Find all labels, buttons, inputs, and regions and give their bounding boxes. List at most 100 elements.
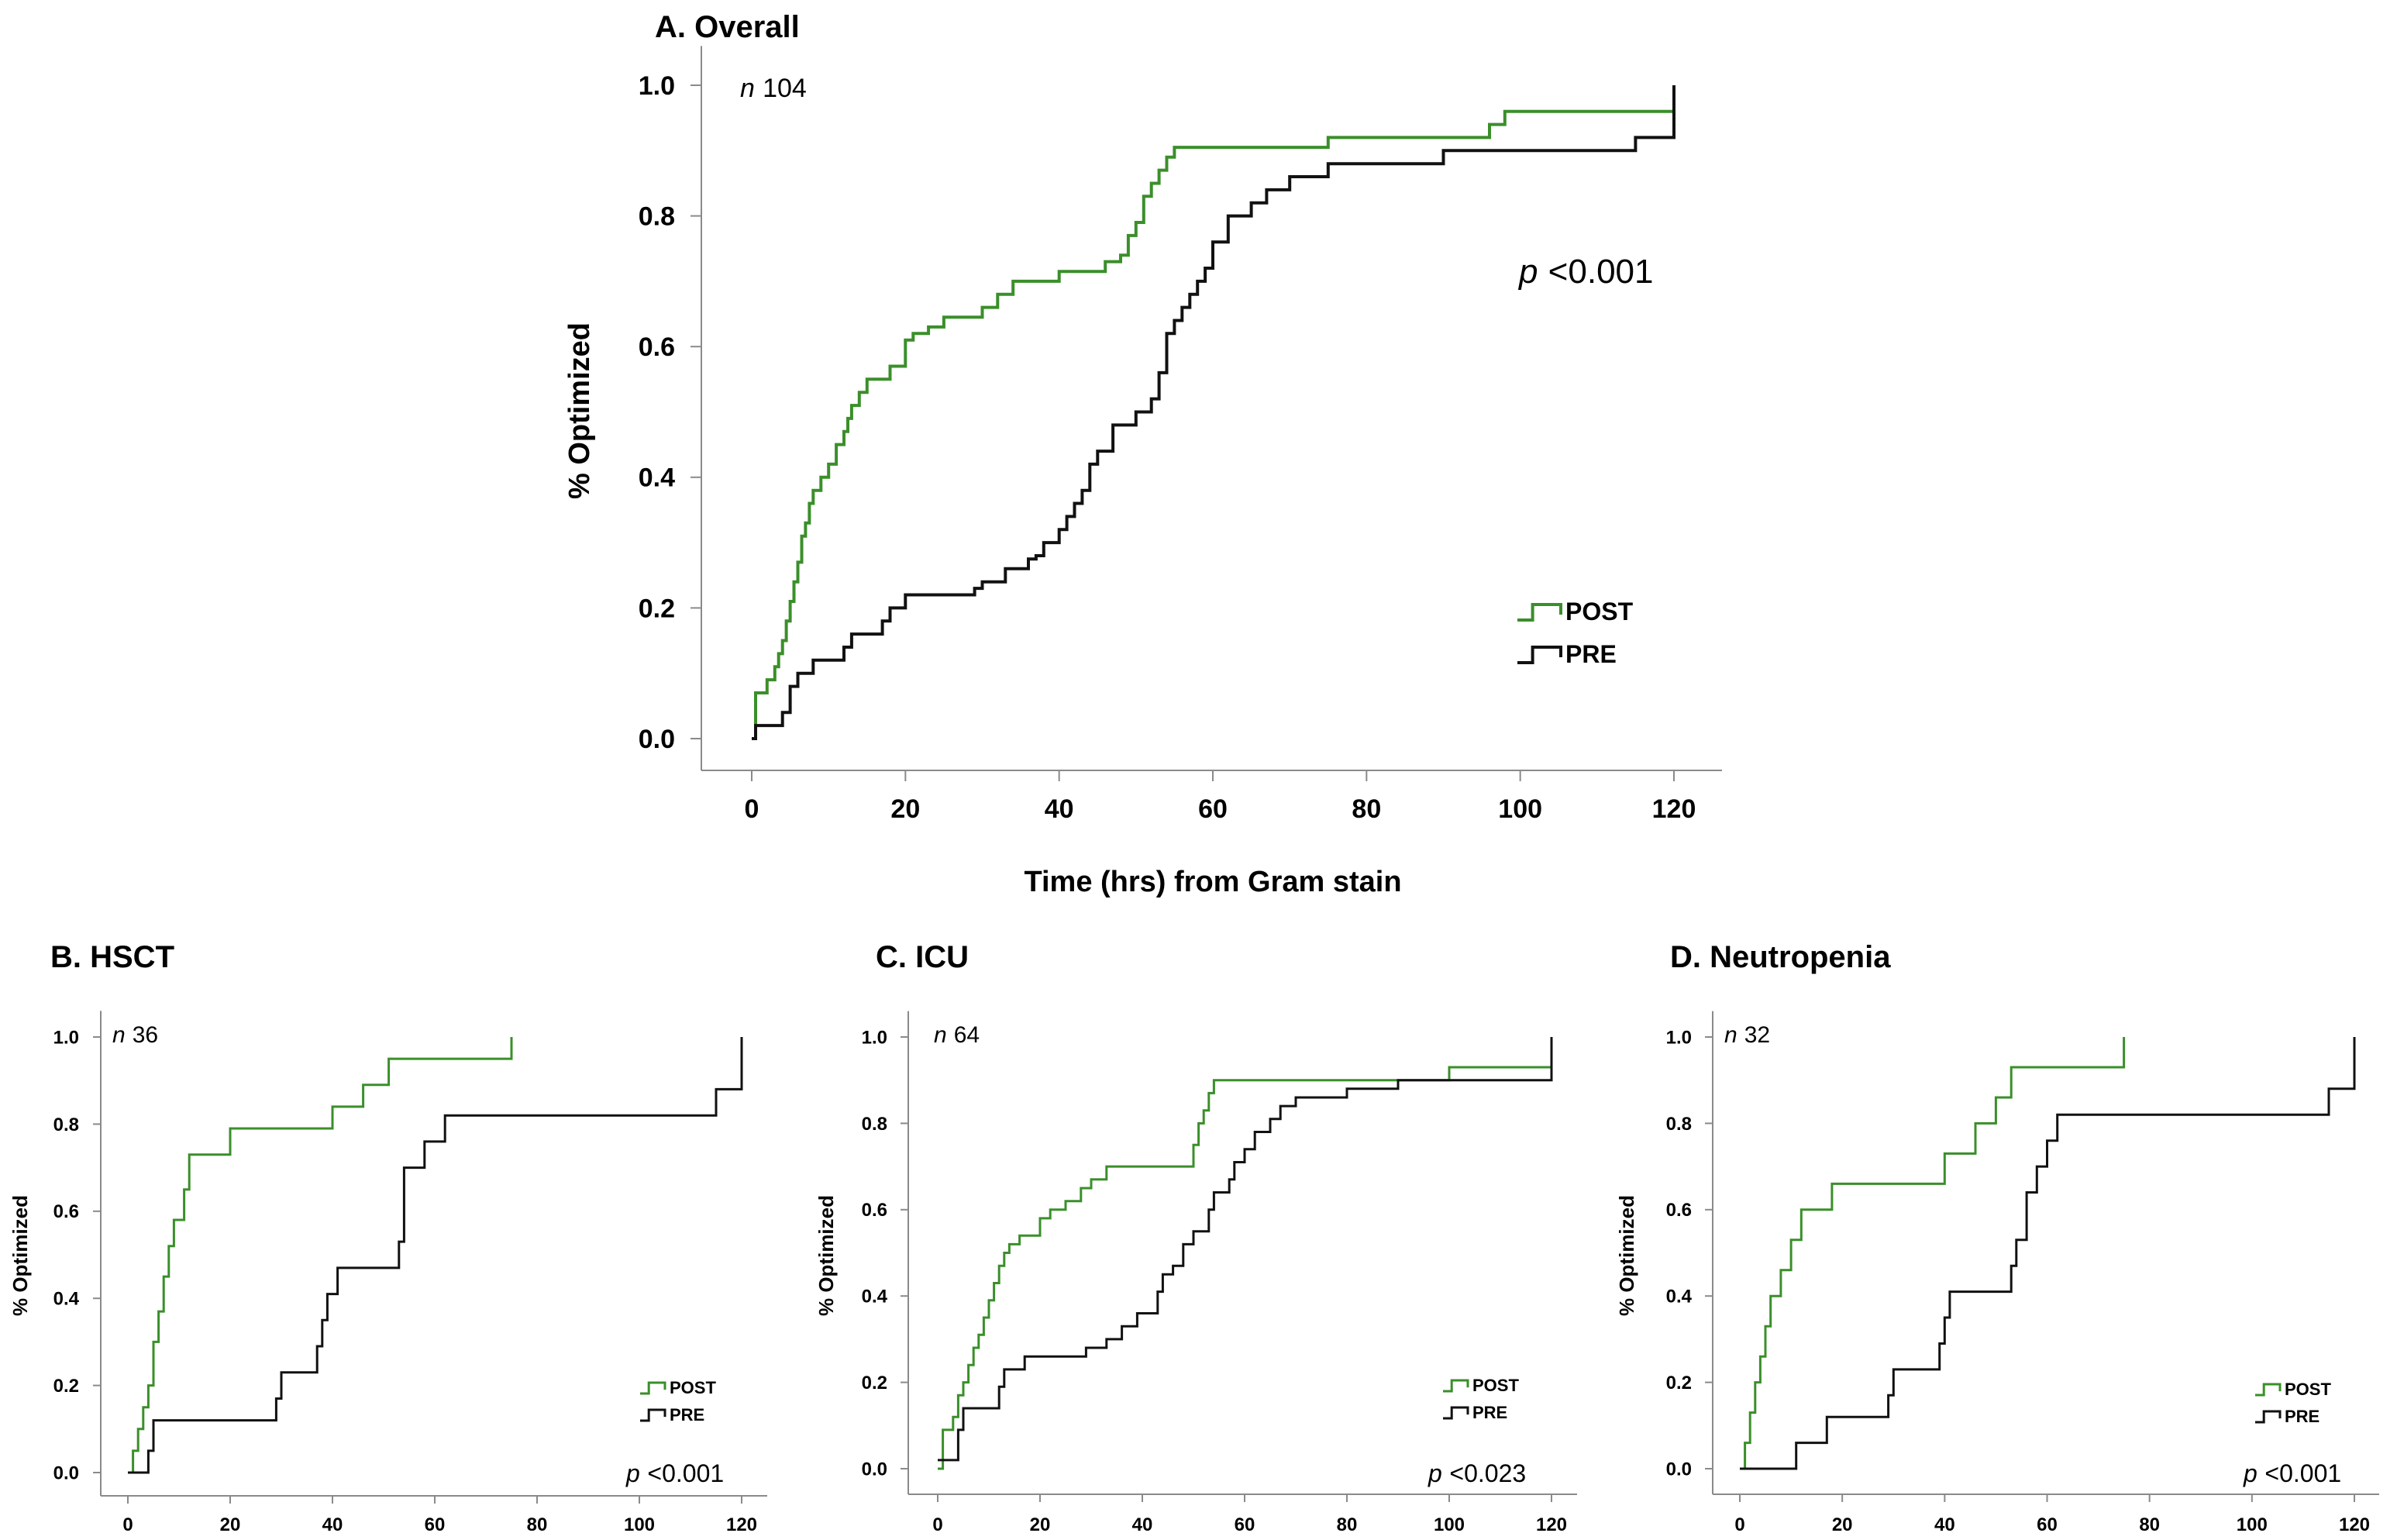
- panel-overall: A. Overall 0.0 0.2 0.4 0.6 0.8 1.0 0 20 40 60 80 100…: [563, 10, 1722, 898]
- y-tick-label: 0.6: [53, 1201, 79, 1222]
- x-tick-label: 60: [2037, 1514, 2058, 1535]
- y-tick-label: 0.8: [862, 1114, 887, 1135]
- y-axis-label: % Optimized: [814, 1195, 838, 1316]
- legend-swatch-pre: [2255, 1410, 2282, 1424]
- panel-neutropenia: D. Neutropenia 0.0 0.2 0.4 0.6 0.8 1.0 0 20 40 60 8…: [1615, 940, 2379, 1535]
- x-tick-label: 100: [624, 1514, 655, 1535]
- p-value-label: p <0.001: [1517, 253, 1653, 291]
- legend-swatch-pre: [640, 1408, 666, 1422]
- legend-swatch-pre: [1517, 646, 1562, 664]
- legend-swatch-post: [1443, 1379, 1469, 1393]
- x-tick-label: 40: [322, 1514, 343, 1535]
- x-tick-label: 120: [1652, 794, 1696, 824]
- x-tick-label: 60: [425, 1514, 446, 1535]
- legend-label-pre: PRE: [2285, 1407, 2320, 1426]
- y-tick-label: 0.4: [862, 1287, 888, 1307]
- chart-title: D. Neutropenia: [1670, 940, 1891, 974]
- y-tick-label: 0.2: [53, 1376, 79, 1397]
- legend-label-post: POST: [1565, 598, 1634, 625]
- x-tick-label: 80: [1352, 794, 1381, 824]
- x-tick-label: 60: [1198, 794, 1228, 824]
- x-tick-label: 120: [1536, 1514, 1567, 1535]
- legend-swatch-post: [1517, 603, 1562, 622]
- series-line-pre: [128, 1037, 743, 1474]
- x-tick-label: 100: [1498, 794, 1542, 824]
- legend-swatch-pre: [1443, 1406, 1469, 1420]
- x-tick-label: 20: [1030, 1514, 1051, 1535]
- p-symbol: p: [1428, 1459, 1442, 1487]
- y-tick-label: 0.6: [639, 332, 675, 362]
- y-tick-label: 0.0: [639, 725, 675, 754]
- y-tick-label: 0.8: [1666, 1114, 1692, 1135]
- legend-label-pre: PRE: [670, 1405, 704, 1425]
- y-axis-label: % Optimized: [1615, 1195, 1638, 1316]
- p-symbol: p: [2243, 1459, 2258, 1487]
- x-tick-label: 20: [890, 794, 920, 824]
- n-symbol: n: [112, 1022, 126, 1048]
- y-tick-label: 0.2: [862, 1373, 887, 1394]
- p-value-label: p <0.023: [1428, 1459, 1526, 1487]
- legend-label-post: POST: [670, 1378, 716, 1397]
- y-axis-label: % Optimized: [9, 1195, 32, 1316]
- legend-label-post: POST: [2285, 1380, 2331, 1399]
- y-tick-label: 0.8: [639, 202, 675, 232]
- x-tick-label: 80: [527, 1514, 548, 1535]
- x-tick-label: 40: [1132, 1514, 1153, 1535]
- y-tick-label: 0.2: [639, 594, 675, 623]
- y-tick-label: 0.0: [1666, 1459, 1692, 1480]
- x-tick-label: 80: [2139, 1514, 2160, 1535]
- y-tick-label: 0.8: [53, 1115, 79, 1135]
- x-tick-label: 60: [1235, 1514, 1255, 1535]
- p-value: <0.001: [2264, 1459, 2341, 1487]
- x-tick-label: 40: [1934, 1514, 1955, 1535]
- x-tick-label: 100: [1434, 1514, 1465, 1535]
- x-tick-label: 0: [1734, 1514, 1744, 1535]
- chart-title: C. ICU: [876, 940, 969, 974]
- x-tick-label: 0: [932, 1514, 942, 1535]
- n-symbol: n: [1724, 1022, 1737, 1048]
- y-tick-label: 1.0: [1666, 1027, 1692, 1048]
- series-line-post: [128, 1037, 513, 1474]
- x-tick-label: 80: [1337, 1514, 1358, 1535]
- y-tick-label: 0.2: [1666, 1373, 1692, 1394]
- y-tick-label: 0.0: [53, 1462, 79, 1483]
- x-tick-label: 100: [2237, 1514, 2268, 1535]
- x-tick-label: 120: [726, 1514, 757, 1535]
- p-value: <0.001: [647, 1459, 724, 1487]
- series-line-post: [752, 109, 1674, 740]
- n-symbol: n: [740, 74, 755, 103]
- n-value: 64: [954, 1022, 980, 1048]
- legend-label-pre: PRE: [1565, 640, 1617, 668]
- y-tick-label: 1.0: [862, 1027, 887, 1048]
- y-tick-label: 1.0: [639, 71, 675, 101]
- legend-swatch-post: [640, 1381, 666, 1395]
- sample-size-label: n 104: [740, 74, 807, 103]
- series-line-post: [1740, 1037, 2126, 1470]
- y-tick-label: 1.0: [53, 1027, 79, 1048]
- y-axis-label: % Optimized: [563, 322, 596, 499]
- chart-title: A. Overall: [655, 10, 800, 44]
- x-tick-label: 40: [1045, 794, 1074, 824]
- p-value: <0.023: [1449, 1459, 1526, 1487]
- x-tick-label: 20: [1832, 1514, 1853, 1535]
- series-line-pre: [1740, 1037, 2356, 1470]
- x-tick-label: 0: [122, 1514, 133, 1535]
- p-symbol: p: [625, 1459, 640, 1487]
- y-tick-label: 0.0: [862, 1459, 887, 1480]
- y-tick-label: 0.4: [53, 1289, 80, 1310]
- legend-label-post: POST: [1472, 1376, 1519, 1395]
- panel-hsct: B. HSCT 0.0 0.2 0.4 0.6 0.8 1.0 0 20 40 60 80 100 120…: [9, 940, 767, 1535]
- x-tick-label: 120: [2339, 1514, 2370, 1535]
- chart-title: B. HSCT: [50, 940, 174, 974]
- panel-icu: C. ICU 0.0 0.2 0.4 0.6 0.8 1.0 0 20 40 60 80 100 120%…: [814, 940, 1577, 1535]
- series-line-pre: [752, 85, 1675, 740]
- x-tick-label: 20: [220, 1514, 241, 1535]
- p-value-label: p <0.001: [625, 1459, 724, 1487]
- x-axis-label: Time (hrs) from Gram stain: [1024, 866, 1401, 898]
- n-symbol: n: [934, 1022, 947, 1048]
- p-value-label: p <0.001: [2243, 1459, 2341, 1487]
- series-line-pre: [938, 1037, 1553, 1462]
- series-line-post: [938, 1066, 1552, 1470]
- n-value: 104: [763, 74, 807, 103]
